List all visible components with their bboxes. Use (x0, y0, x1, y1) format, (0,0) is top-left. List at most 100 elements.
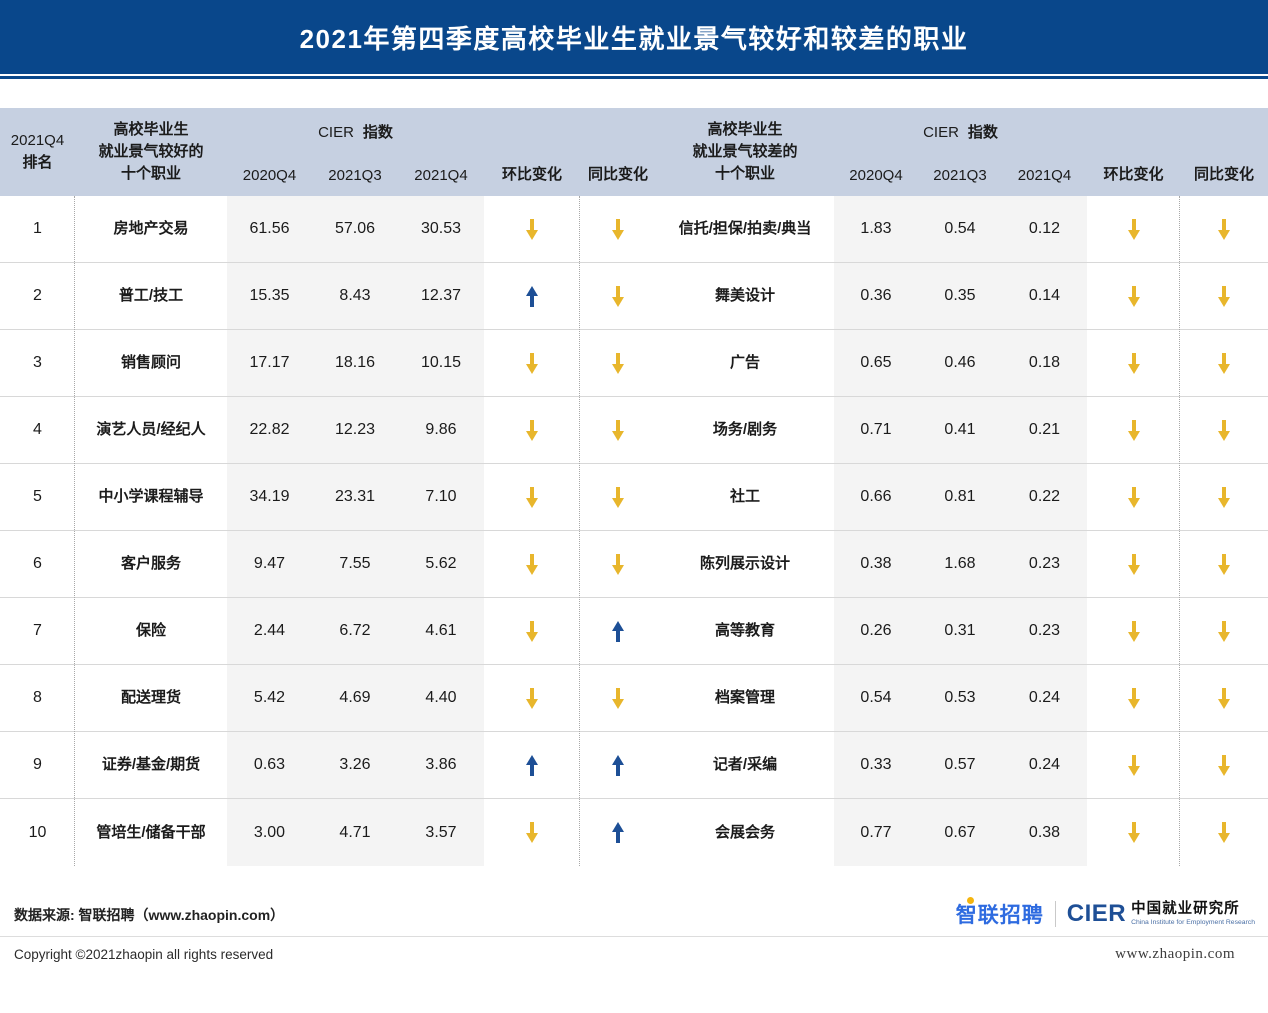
down-arrow-icon (526, 822, 538, 843)
good-yoy-change-cell (580, 397, 656, 463)
bad-cier-2020q4-cell: 0.65 (834, 330, 918, 396)
bad-cier-2021q4-cell: 0.14 (1002, 263, 1087, 329)
good-cier-2020q4-cell: 61.56 (227, 196, 312, 262)
data-source-text: 数据来源: 智联招聘（www.zhaopin.com） (14, 907, 285, 923)
good-occupation-cell: 房地产交易 (113, 220, 189, 238)
table-body: 1 房地产交易 61.56 57.06 30.53 信托/担保/拍卖/典当 1.83 0.54… (0, 196, 1268, 866)
dotted-separator (1179, 196, 1180, 866)
down-arrow-icon (1127, 620, 1140, 642)
down-arrow-icon (1127, 754, 1140, 776)
good-cier-2021q3-cell: 3.26 (312, 732, 398, 798)
good-quarter-2021q3: 2021Q3 (328, 167, 382, 184)
good-cier-2021q3-cell: 7.55 (312, 531, 398, 597)
down-arrow-icon (1127, 285, 1140, 307)
bad-cier-2021q4-cell: 0.24 (1002, 665, 1087, 731)
down-arrow-icon (1218, 620, 1230, 642)
good-cier-2020q4-cell: 3.00 (227, 799, 312, 866)
down-arrow-icon (1127, 419, 1140, 441)
good-yoy-change-cell (580, 263, 656, 329)
down-arrow-icon (1127, 218, 1140, 240)
rank-cell: 9 (33, 756, 42, 773)
table-row: 7 保险 2.44 6.72 4.61 高等教育 0.26 0.31 0.23 (0, 598, 1268, 665)
down-arrow-icon (1127, 553, 1140, 575)
table-row: 1 房地产交易 61.56 57.06 30.53 信托/担保/拍卖/典当 1.83 0.54… (0, 196, 1268, 263)
bad-cier-2021q3-cell: 1.68 (918, 531, 1002, 597)
bad-cier-2021q4-cell: 0.23 (1002, 598, 1087, 664)
down-arrow-icon (1127, 486, 1140, 508)
good-occupation-cell: 客户服务 (120, 555, 181, 573)
good-yoy-header: 同比变化 (587, 166, 648, 183)
good-occupation-cell: 保险 (135, 622, 166, 640)
good-cier-2021q4-cell: 3.86 (398, 732, 484, 798)
good-cier-2020q4-cell: 34.19 (227, 464, 312, 530)
footer: 数据来源: 智联招聘（www.zhaopin.com） 智联招聘 CIER 中国… (0, 866, 1268, 963)
bad-cier-2021q3-cell: 0.41 (918, 397, 1002, 463)
bad-mom-change-cell (1087, 665, 1180, 731)
up-arrow-icon (526, 754, 538, 776)
down-arrow-icon (526, 687, 538, 709)
good-cier-2021q4-cell: 4.61 (398, 598, 484, 664)
cier-logo-en: China Institute for Employment Research (1131, 918, 1255, 926)
bad-cier-2020q4-cell: 0.26 (834, 598, 918, 664)
good-mom-change-cell (484, 531, 580, 597)
zhaopin-logo: 智联招聘 (956, 897, 1044, 929)
good-yoy-change-cell (580, 464, 656, 530)
bad-cier-2020q4-cell: 0.38 (834, 531, 918, 597)
bad-cier-2020q4-cell: 1.83 (834, 196, 918, 262)
good-mom-change-cell (484, 196, 580, 262)
bad-cier-header: CIER 指数 2020Q4 2021Q3 2021Q4 (834, 108, 1087, 196)
down-arrow-icon (526, 352, 538, 374)
bad-cier-2020q4-cell: 0.66 (834, 464, 918, 530)
good-cier-2021q3-cell: 4.71 (312, 799, 398, 866)
rank-cell: 5 (33, 488, 42, 505)
bad-quarter-2021q4: 2021Q4 (1017, 167, 1072, 184)
bad-cier-2021q4-cell: 0.23 (1002, 531, 1087, 597)
bad-yoy-change-cell (1180, 263, 1268, 329)
table-row: 10 管培生/储备干部 3.00 4.71 3.57 会展会务 0.77 0.67 0.38 (0, 799, 1268, 866)
rank-cell: 7 (33, 622, 42, 639)
rank-cell: 1 (33, 220, 42, 237)
logo-divider (1054, 901, 1056, 927)
good-mom-change-cell (484, 330, 580, 396)
good-cier-2020q4-cell: 22.82 (227, 397, 312, 463)
bad-mom-change-cell (1087, 196, 1180, 262)
good-mom-change-cell (484, 464, 580, 530)
bad-occupation-cell: 档案管理 (714, 689, 775, 707)
bad-cier-2021q4-cell: 0.18 (1002, 330, 1087, 396)
good-cier-2020q4-cell: 0.63 (227, 732, 312, 798)
bad-cier-2020q4-cell: 0.71 (834, 397, 918, 463)
bad-yoy-change-cell (1180, 799, 1268, 866)
down-arrow-icon (1218, 754, 1230, 776)
good-cier-2021q4-cell: 5.62 (398, 531, 484, 597)
good-cier-2021q3-cell: 12.23 (312, 397, 398, 463)
good-occupation-cell: 证券/基金/期货 (101, 756, 201, 774)
up-arrow-icon (526, 285, 538, 307)
bad-occupation-cell: 社工 (729, 488, 760, 506)
good-occupation-cell: 演艺人员/经纪人 (96, 421, 206, 439)
good-mom-change-cell (484, 665, 580, 731)
good-occupation-cell: 配送理货 (120, 689, 181, 707)
down-arrow-icon (1127, 822, 1140, 843)
good-cier-2021q4-cell: 4.40 (398, 665, 484, 731)
good-cier-header: CIER 指数 2020Q4 2021Q3 2021Q4 (227, 108, 484, 196)
bad-occupation-cell: 陈列展示设计 (699, 555, 790, 573)
good-cier-2020q4-cell: 9.47 (227, 531, 312, 597)
table-row: 8 配送理货 5.42 4.69 4.40 档案管理 0.54 0.53 0.24 (0, 665, 1268, 732)
bad-occupation-cell: 广告 (729, 354, 760, 372)
good-cier-2020q4-cell: 17.17 (227, 330, 312, 396)
bad-occupation-cell: 场务/剧务 (712, 421, 778, 439)
bad-cier-2021q4-cell: 0.21 (1002, 397, 1087, 463)
bad-yoy-change-cell (1180, 531, 1268, 597)
good-mom-change-cell (484, 263, 580, 329)
down-arrow-icon (612, 486, 624, 508)
bad-cier-2021q3-cell: 0.67 (918, 799, 1002, 866)
bad-cier-2021q3-cell: 0.54 (918, 196, 1002, 262)
down-arrow-icon (1218, 553, 1230, 575)
rank-cell: 2 (33, 287, 42, 304)
banner-accent-strip (0, 76, 1268, 79)
copyright-text: Copyright ©2021zhaopin all rights reserv… (14, 947, 274, 962)
down-arrow-icon (1127, 687, 1140, 709)
footer-divider (0, 936, 1268, 937)
bad-cier-2021q4-cell: 0.12 (1002, 196, 1087, 262)
good-yoy-change-cell (580, 598, 656, 664)
